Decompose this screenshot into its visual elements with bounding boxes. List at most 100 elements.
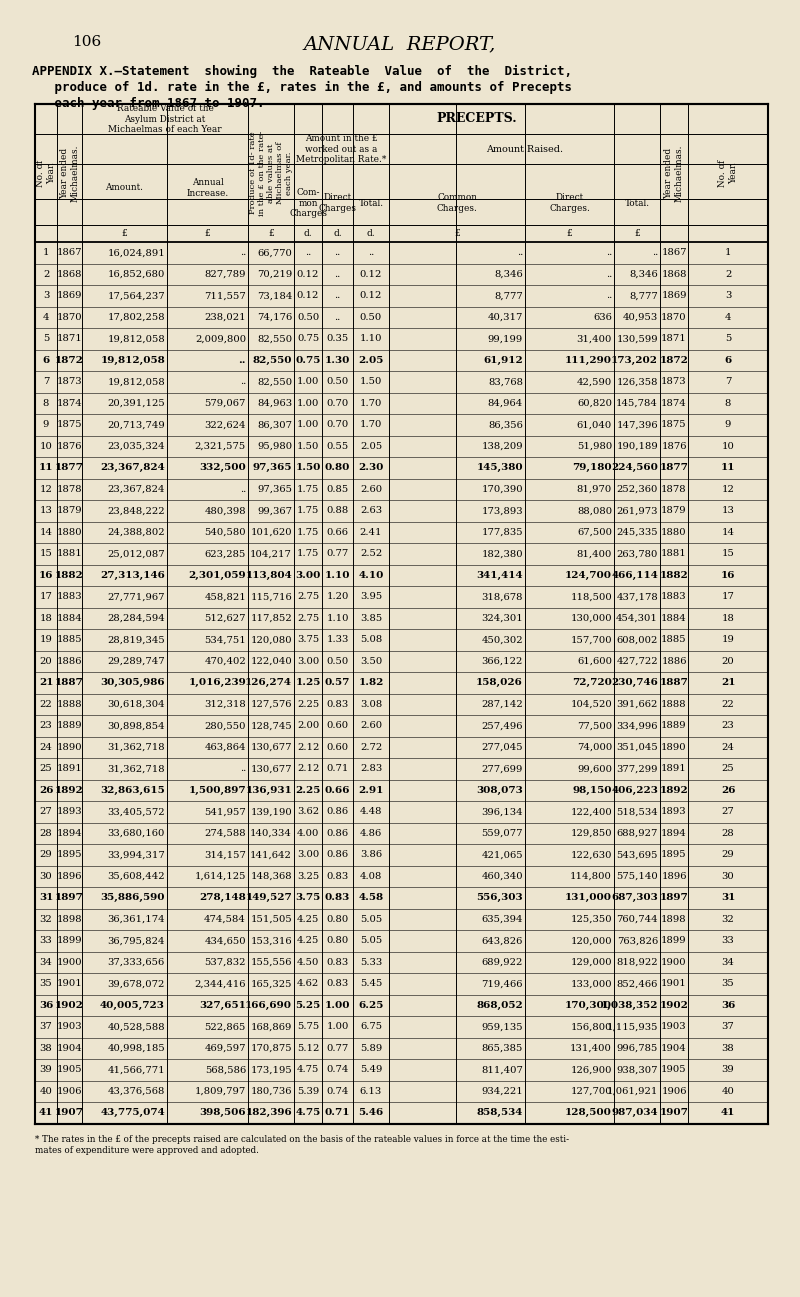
Text: 1890: 1890	[57, 743, 82, 752]
Text: 1881: 1881	[57, 549, 82, 558]
Text: 84,964: 84,964	[488, 398, 523, 407]
Text: 1870: 1870	[661, 313, 687, 322]
Text: 377,299: 377,299	[617, 764, 658, 773]
Text: Direct
Charges.: Direct Charges.	[549, 193, 590, 213]
Text: 7: 7	[43, 377, 49, 387]
Text: 1876: 1876	[662, 442, 686, 451]
Text: 811,407: 811,407	[481, 1065, 523, 1074]
Text: 280,550: 280,550	[205, 721, 246, 730]
Text: 141,642: 141,642	[250, 851, 292, 859]
Text: 540,580: 540,580	[204, 528, 246, 537]
Text: 2.05: 2.05	[358, 355, 384, 364]
Text: 158,026: 158,026	[476, 678, 523, 687]
Text: 1870: 1870	[57, 313, 82, 322]
Text: 125,350: 125,350	[570, 914, 612, 923]
Text: 19: 19	[39, 636, 53, 645]
Text: 1.25: 1.25	[295, 678, 321, 687]
Text: 996,785: 996,785	[617, 1044, 658, 1053]
Text: 6: 6	[42, 355, 50, 364]
Text: 687,303: 687,303	[611, 894, 658, 903]
Text: 156,800: 156,800	[570, 1022, 612, 1031]
Text: 19: 19	[722, 636, 734, 645]
Text: 1881: 1881	[661, 549, 687, 558]
Text: ..: ..	[334, 292, 341, 300]
Text: 2.12: 2.12	[297, 764, 319, 773]
Text: 170,875: 170,875	[250, 1044, 292, 1053]
Text: 1896: 1896	[662, 872, 686, 881]
Text: 406,223: 406,223	[611, 786, 658, 795]
Text: 1883: 1883	[661, 593, 687, 602]
Text: 13: 13	[722, 506, 734, 515]
Text: 18: 18	[39, 613, 53, 623]
Text: 0.50: 0.50	[326, 656, 349, 665]
Text: 15: 15	[39, 549, 53, 558]
Text: 568,586: 568,586	[205, 1065, 246, 1074]
Text: 35: 35	[722, 979, 734, 988]
Text: 106: 106	[72, 35, 102, 49]
Text: 2.52: 2.52	[360, 549, 382, 558]
Text: 1897: 1897	[660, 894, 688, 903]
Text: 1907: 1907	[659, 1108, 689, 1117]
Text: 2.72: 2.72	[360, 743, 382, 752]
Text: 0.12: 0.12	[360, 270, 382, 279]
Text: 1885: 1885	[57, 636, 82, 645]
Text: 41: 41	[721, 1108, 735, 1117]
Text: 2: 2	[725, 270, 731, 279]
Text: ..: ..	[606, 270, 612, 279]
Text: 4.48: 4.48	[360, 807, 382, 816]
Text: 334,996: 334,996	[617, 721, 658, 730]
Text: 366,122: 366,122	[482, 656, 523, 665]
Text: 0.75: 0.75	[295, 355, 321, 364]
Text: 39: 39	[40, 1065, 52, 1074]
Text: 278,148: 278,148	[199, 894, 246, 903]
Text: 145,380: 145,380	[476, 463, 523, 472]
Text: 24: 24	[39, 743, 53, 752]
Text: Year ended
Michaelmas.: Year ended Michaelmas.	[60, 144, 79, 202]
Text: 643,826: 643,826	[482, 936, 523, 946]
Text: 522,865: 522,865	[205, 1022, 246, 1031]
Text: 10: 10	[722, 442, 734, 451]
Text: 1888: 1888	[661, 700, 687, 708]
Text: 938,307: 938,307	[617, 1065, 658, 1074]
Text: 145,784: 145,784	[616, 398, 658, 407]
Text: 868,052: 868,052	[476, 1001, 523, 1010]
Text: 4.50: 4.50	[297, 957, 319, 966]
Text: 104,217: 104,217	[250, 549, 292, 558]
Text: 81,400: 81,400	[577, 549, 612, 558]
Text: 9: 9	[43, 420, 49, 429]
Text: 2.25: 2.25	[297, 700, 319, 708]
Text: 1893: 1893	[57, 807, 82, 816]
Text: 1873: 1873	[661, 377, 687, 387]
Text: 0.80: 0.80	[326, 914, 349, 923]
Text: 2,321,575: 2,321,575	[194, 442, 246, 451]
Text: 35,608,442: 35,608,442	[107, 872, 165, 881]
Text: ..: ..	[240, 248, 246, 257]
Text: 131,400: 131,400	[570, 1044, 612, 1053]
Text: 3: 3	[725, 292, 731, 300]
Text: 0.66: 0.66	[326, 528, 349, 537]
Text: 1906: 1906	[57, 1087, 82, 1096]
Text: 0.70: 0.70	[326, 420, 349, 429]
Text: 1875: 1875	[57, 420, 82, 429]
Text: 16,852,680: 16,852,680	[108, 270, 165, 279]
Text: 82,550: 82,550	[253, 355, 292, 364]
Text: 1876: 1876	[57, 442, 82, 451]
Text: 463,864: 463,864	[205, 743, 246, 752]
Text: 5.08: 5.08	[360, 636, 382, 645]
Text: Amount.: Amount.	[106, 183, 143, 192]
Text: 1898: 1898	[661, 914, 687, 923]
Text: 1884: 1884	[57, 613, 82, 623]
Text: 4.86: 4.86	[360, 829, 382, 838]
Text: 60,820: 60,820	[577, 398, 612, 407]
Text: 274,588: 274,588	[204, 829, 246, 838]
Text: 8,777: 8,777	[630, 292, 658, 300]
Text: 1903: 1903	[661, 1022, 687, 1031]
Text: 25: 25	[40, 764, 52, 773]
Text: 124,700: 124,700	[565, 571, 612, 580]
Text: 10: 10	[39, 442, 53, 451]
Text: 398,506: 398,506	[199, 1108, 246, 1117]
Text: 2.25: 2.25	[295, 786, 321, 795]
Text: 2.41: 2.41	[360, 528, 382, 537]
Text: 113,804: 113,804	[246, 571, 292, 580]
Text: 40,528,588: 40,528,588	[107, 1022, 165, 1031]
